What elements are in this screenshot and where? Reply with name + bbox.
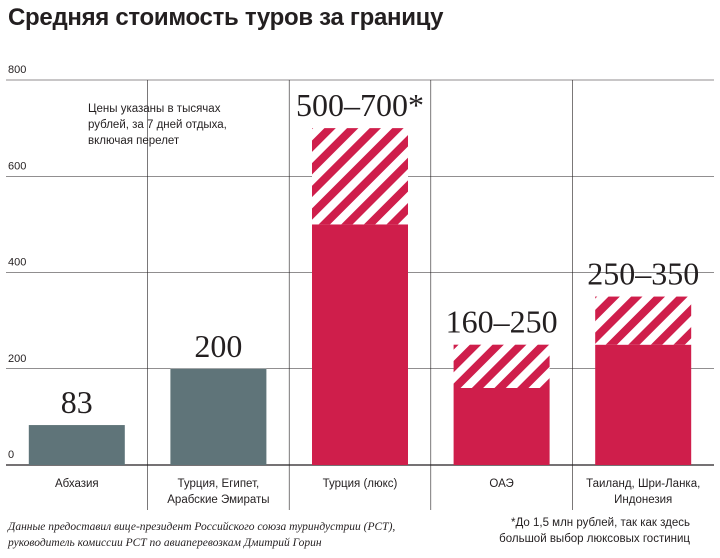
y-tick-label-800: 800	[8, 64, 26, 76]
y-tick-label-400: 400	[8, 257, 26, 269]
source-line-2: руководитель комиссии РСТ по авиаперевоз…	[7, 536, 322, 549]
y-tick-label-0: 0	[8, 449, 14, 461]
category-label-3-0: ОАЭ	[489, 478, 513, 490]
bar-3-min	[453, 388, 550, 465]
bar-layer	[28, 128, 692, 465]
note-line-3: включая перелет	[88, 135, 180, 147]
bar-4-range	[595, 296, 692, 345]
footnote-line-2: большой выбор люксовых гостиниц	[499, 533, 690, 545]
value-label-2: 500–700*	[296, 87, 424, 123]
category-label-1-1: Арабские Эмираты	[167, 494, 269, 506]
y-tick-label-200: 200	[8, 353, 26, 365]
bar-2-range	[312, 128, 408, 225]
chart-title: Средняя стоимость туров за границу	[8, 4, 444, 31]
category-label-2-0: Турция (люкс)	[323, 478, 398, 490]
footnote-line-1: *До 1,5 млн рублей, так как здесь	[511, 517, 690, 529]
bar-4-min	[595, 344, 692, 465]
value-label-1: 200	[194, 328, 242, 364]
value-label-3: 160–250	[446, 304, 558, 340]
category-label-1-0: Турция, Египет,	[178, 478, 260, 490]
category-label-4-1: Индонезия	[614, 494, 672, 506]
value-label-0: 83	[61, 384, 93, 420]
category-label-4-0: Таиланд, Шри-Ланка,	[586, 478, 700, 490]
y-tick-label-600: 600	[8, 160, 26, 172]
label-layer: 0 200 400 600 800 83 Абхазия 200 Турция, Египет,…	[8, 64, 700, 506]
value-label-4: 250–350	[587, 256, 699, 292]
bar-1-min	[170, 368, 267, 465]
bar-0-min	[28, 425, 125, 465]
bar-2-min	[312, 224, 408, 465]
bar-3-range	[453, 344, 550, 388]
note-line-1: Цены указаны в тысячах	[88, 103, 221, 115]
category-label-0-0: Абхазия	[55, 478, 99, 490]
note-line-2: рублей, за 7 дней отдыха,	[88, 119, 227, 131]
source-line-1: Данные предоставил вице-президент Россий…	[7, 520, 395, 533]
